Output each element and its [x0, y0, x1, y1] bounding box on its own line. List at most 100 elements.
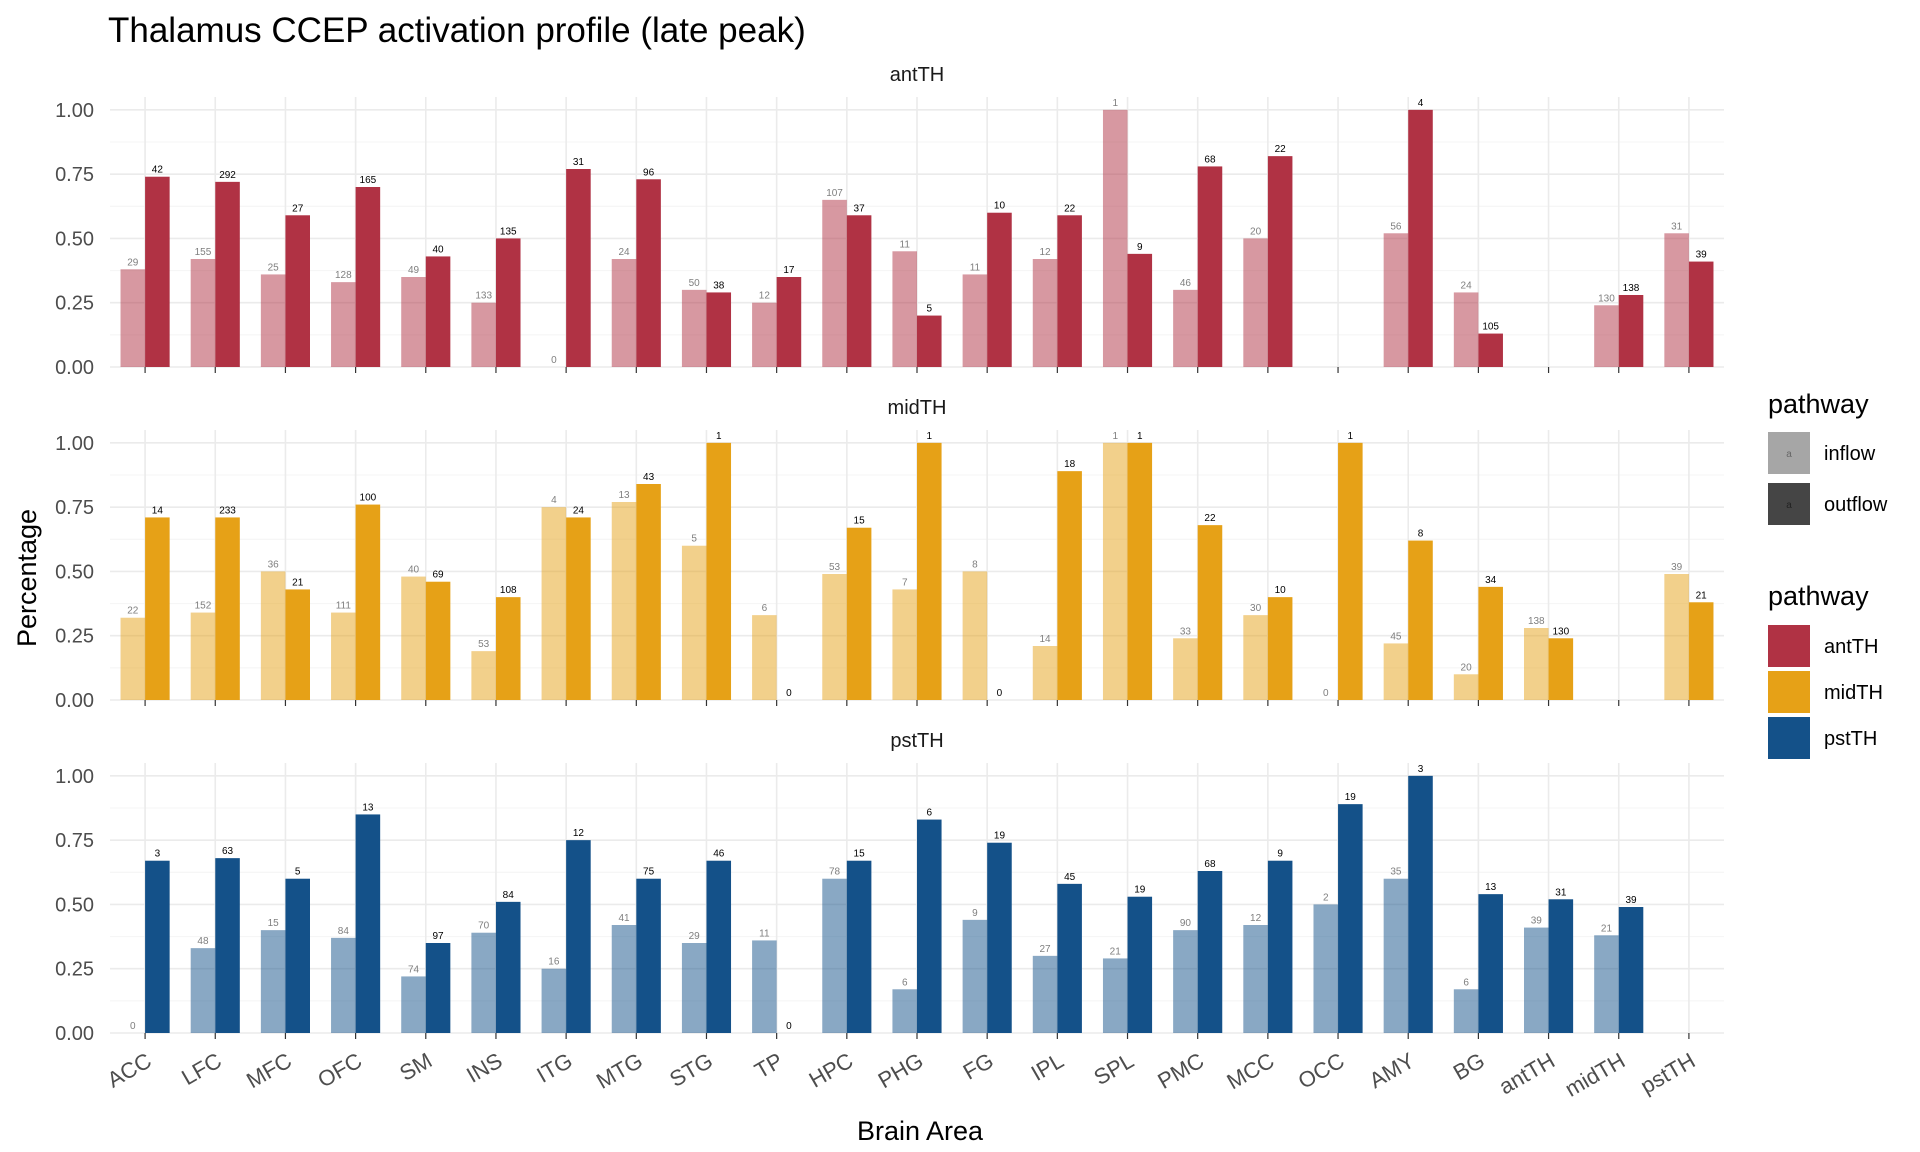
bar-outflow-pstTH: [1688, 602, 1714, 700]
y-tick-label: 0.25: [55, 626, 94, 648]
data-label-inflow: 31: [1671, 221, 1683, 232]
data-label-outflow: 45: [1064, 872, 1076, 883]
bar-inflow-PMC: [1173, 930, 1198, 1033]
data-label-outflow: 5: [926, 304, 932, 315]
x-tick-label: PHG: [874, 1048, 928, 1093]
bar-inflow-midTH: [1594, 305, 1619, 367]
bar-outflow-SM: [425, 256, 451, 367]
y-tick-label: 0.00: [55, 690, 94, 712]
x-tick-label: LFC: [177, 1048, 226, 1090]
data-label-inflow: 48: [197, 936, 209, 947]
bar-outflow-FG: [987, 212, 1012, 367]
x-tick-label: midTH: [1561, 1048, 1630, 1102]
data-label-outflow: 17: [783, 265, 795, 276]
data-label-inflow: 5: [691, 534, 697, 545]
data-label-outflow: 15: [854, 849, 866, 860]
data-label-inflow: 0: [130, 1021, 136, 1032]
bar-inflow-MFC: [260, 571, 286, 700]
bar-outflow-MFC: [285, 589, 310, 700]
data-label-outflow: 1: [1348, 431, 1354, 442]
bar-outflow-MTG: [636, 878, 661, 1033]
data-label-outflow: 24: [573, 505, 585, 516]
data-label-inflow: 155: [195, 247, 212, 258]
data-label-outflow: 0: [786, 688, 792, 699]
data-label-outflow: 63: [222, 846, 234, 857]
legend-title: pathway: [1768, 581, 1869, 611]
bar-inflow-antTH: [1524, 927, 1549, 1033]
data-label-outflow: 39: [1696, 250, 1708, 261]
bar-outflow-OFC: [355, 504, 381, 700]
bar-outflow-OFC: [355, 814, 381, 1033]
x-tick-label: antTH: [1495, 1048, 1559, 1100]
bar-outflow-OFC: [355, 187, 381, 367]
x-tick-label: AMY: [1365, 1048, 1419, 1094]
bar-inflow-antTH: [1524, 628, 1549, 700]
data-label-outflow: 21: [292, 577, 304, 588]
bar-outflow-ACC: [145, 517, 170, 700]
bar-inflow-pstTH: [1664, 574, 1689, 700]
x-tick-label: MTG: [592, 1048, 647, 1094]
bar-inflow-LFC: [190, 612, 216, 700]
data-label-inflow: 11: [970, 262, 981, 273]
data-label-inflow: 53: [829, 562, 841, 573]
bar-inflow-MCC: [1243, 925, 1268, 1033]
bar-inflow-SPL: [1102, 442, 1128, 700]
data-label-inflow: 128: [335, 270, 352, 281]
data-label-outflow: 10: [1275, 585, 1287, 596]
data-label-inflow: 16: [548, 957, 560, 968]
bar-inflow-BG: [1453, 292, 1479, 367]
data-label-outflow: 14: [152, 505, 164, 516]
bar-inflow-TP: [752, 940, 777, 1033]
bar-inflow-ITG: [541, 968, 567, 1033]
data-label-outflow: 9: [1277, 849, 1283, 860]
bar-outflow-pstTH: [1688, 261, 1714, 367]
bar-inflow-ACC: [120, 617, 146, 700]
legend-label-antTH: antTH: [1824, 636, 1878, 658]
bar-outflow-ITG: [566, 840, 591, 1033]
data-label-outflow: 0: [786, 1021, 792, 1032]
data-label-outflow: 84: [503, 890, 515, 901]
bar-inflow-TP: [752, 615, 777, 700]
bar-inflow-AMY: [1383, 878, 1409, 1033]
data-label-inflow: 90: [1180, 918, 1192, 929]
legend-label-inflow: inflow: [1824, 443, 1876, 465]
bar-inflow-INS: [471, 651, 496, 700]
bar-inflow-SM: [401, 277, 426, 367]
facet-strip-label: midTH: [888, 397, 947, 419]
data-label-outflow: 6: [926, 808, 932, 819]
chart-title: Thalamus CCEP activation profile (late p…: [108, 11, 806, 50]
legend-key-inflow: [1768, 432, 1810, 474]
data-label-inflow: 22: [127, 606, 139, 617]
data-label-outflow: 37: [854, 203, 866, 214]
y-tick-label: 0.00: [55, 1023, 94, 1045]
data-label-outflow: 38: [713, 280, 725, 291]
data-label-inflow: 35: [1390, 867, 1402, 878]
data-label-inflow: 29: [127, 257, 139, 268]
bar-outflow-HPC: [846, 860, 872, 1033]
data-label-outflow: 233: [219, 505, 236, 516]
bar-inflow-OFC: [331, 282, 356, 367]
bar-outflow-BG: [1478, 333, 1503, 367]
data-label-inflow: 12: [1040, 247, 1052, 258]
data-label-outflow: 165: [360, 175, 377, 186]
data-label-inflow: 39: [1531, 916, 1543, 927]
data-label-inflow: 13: [618, 490, 630, 501]
data-label-outflow: 39: [1625, 895, 1637, 906]
bar-outflow-IPL: [1057, 883, 1082, 1033]
data-label-inflow: 0: [1323, 688, 1329, 699]
data-label-outflow: 5: [295, 867, 301, 878]
data-label-inflow: 107: [826, 188, 843, 199]
data-label-inflow: 78: [829, 867, 841, 878]
data-label-outflow: 3: [1418, 764, 1424, 775]
data-label-inflow: 9: [972, 908, 978, 919]
data-label-inflow: 53: [478, 639, 490, 650]
x-tick-label: BG: [1449, 1048, 1489, 1086]
data-label-inflow: 4: [551, 495, 557, 506]
panel-midTH: 0.000.250.500.751.00midTH221415223336211…: [55, 397, 1724, 712]
x-tick-label: IPL: [1027, 1048, 1068, 1086]
bar-outflow-PHG: [917, 819, 942, 1033]
bar-inflow-ITG: [541, 507, 567, 700]
bar-outflow-PHG: [917, 315, 942, 367]
bar-outflow-INS: [495, 597, 521, 700]
